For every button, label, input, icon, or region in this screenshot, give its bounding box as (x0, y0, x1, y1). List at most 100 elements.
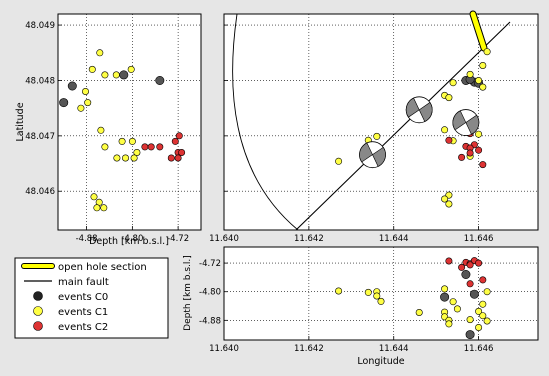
data-point-events-c1 (445, 200, 453, 208)
data-point-events-c1 (335, 287, 343, 295)
panel-longitude-depth-xlabel: Longitude (357, 356, 404, 367)
data-point-events-c1 (415, 308, 423, 316)
tick-label-y: -4.88 (199, 316, 221, 326)
legend-label-open-hole: open hole section (58, 262, 147, 273)
tick-label-x: -4.72 (167, 234, 189, 244)
data-point-events-c2 (141, 143, 149, 151)
data-point-events-c1 (77, 104, 85, 112)
legend-label-c0: events C0 (58, 292, 108, 303)
data-point-events-c1 (364, 288, 372, 296)
focal-mechanism (452, 109, 480, 136)
focal-mechanism (359, 141, 386, 169)
data-point-events-c1 (483, 48, 491, 56)
tick-label-y: 48.048 (25, 76, 55, 86)
panel-depth-latitude-xlabel: Depth [km b.s.l.] (89, 236, 169, 247)
data-point-events-c2 (479, 161, 487, 169)
data-point-events-c0 (59, 98, 69, 108)
tick-label-x: 11.642 (294, 344, 324, 354)
data-point-events-c1 (100, 204, 108, 212)
point-layer (59, 48, 491, 340)
fault-arc (232, 13, 299, 231)
data-point-events-c1 (93, 204, 101, 212)
data-point-events-c1 (475, 77, 483, 85)
data-point-events-c2 (466, 261, 474, 269)
panel-map-frame (223, 13, 539, 231)
data-point-events-c1 (449, 79, 457, 87)
panel-depth-latitude-ylabel: Latitude (15, 102, 26, 141)
data-point-events-c1 (479, 83, 487, 91)
data-point-events-c1 (475, 307, 483, 315)
focal-mechanism-quadrant (452, 110, 467, 131)
data-point-events-c1 (445, 320, 453, 328)
data-point-events-c1 (128, 137, 136, 145)
legend: open hole section main fault events C0 e… (14, 257, 169, 339)
data-point-events-c0 (440, 292, 450, 302)
tick-label-x: 11.644 (379, 344, 409, 354)
data-point-events-c2 (175, 132, 183, 140)
data-point-events-c1 (441, 195, 449, 203)
data-point-events-c2 (458, 153, 466, 161)
data-point-events-c1 (441, 126, 449, 134)
data-point-events-c1 (377, 297, 385, 305)
legend-item-c2: events C2 (33, 321, 108, 333)
data-point-events-c1 (101, 71, 109, 79)
focal-mechanism (405, 96, 433, 124)
data-point-events-c2 (171, 137, 179, 145)
data-point-events-c1 (479, 61, 487, 69)
data-point-events-c1 (335, 157, 343, 165)
data-point-events-c1 (97, 126, 105, 134)
data-point-events-c0 (461, 269, 471, 279)
data-point-events-c1 (445, 191, 453, 199)
data-point-events-c1 (453, 305, 461, 313)
data-point-events-c2 (174, 154, 182, 162)
tick-label-x: 11.642 (294, 234, 324, 244)
open-hole-section (470, 11, 487, 51)
data-point-events-c0 (119, 70, 129, 80)
tick-label-x: 11.646 (464, 344, 494, 354)
data-point-events-c1 (112, 71, 120, 79)
data-point-events-c1 (479, 300, 487, 308)
main-fault-line (295, 21, 511, 231)
legend-label-main-fault: main fault (58, 277, 109, 288)
data-point-events-c2 (147, 143, 155, 151)
data-point-events-c1 (449, 298, 457, 306)
tick-label-y: -4.72 (199, 259, 221, 269)
tick-label-x: 11.640 (209, 344, 239, 354)
tick-label-y: 48.049 (25, 21, 55, 31)
data-point-events-c0 (155, 76, 165, 86)
legend-swatch-c0 (33, 291, 43, 301)
legend-swatch-c1 (33, 306, 43, 316)
data-point-events-c1 (445, 94, 453, 102)
tick-layer: -4.88 -4.80 -4.72 48.049 48.048 48.047 48.046 1… (25, 21, 493, 354)
data-point-events-c1 (122, 154, 130, 162)
tick-label-y: 48.047 (25, 132, 55, 142)
panel-longitude-depth-frame (223, 246, 539, 341)
tick-label-y: 48.046 (25, 187, 55, 197)
focal-mechanism-quadrant (372, 146, 386, 167)
legend-swatch-c2 (33, 321, 43, 331)
focal-mechanism-quadrant (418, 102, 433, 122)
legend-label-c2: events C2 (58, 322, 108, 333)
data-point-events-c2 (475, 146, 483, 154)
data-point-events-c1 (483, 288, 491, 296)
data-point-events-c1 (130, 154, 138, 162)
data-point-events-c1 (466, 70, 474, 78)
data-point-events-c0 (67, 81, 77, 91)
data-point-events-c2 (445, 136, 453, 144)
tick-label-y: -4.80 (199, 288, 221, 298)
data-point-events-c2 (475, 259, 483, 267)
data-point-events-c2 (178, 149, 186, 157)
data-point-events-c1 (90, 193, 98, 201)
focal-mechanism-quadrant (405, 97, 420, 118)
data-point-events-c2 (167, 154, 175, 162)
data-point-events-c2 (156, 143, 164, 151)
focal-mechanism-quadrant (465, 114, 480, 135)
data-point-events-c0 (465, 330, 475, 340)
data-point-events-c1 (82, 88, 90, 96)
data-point-events-c2 (466, 149, 474, 157)
panel-depth-latitude-frame (57, 13, 202, 231)
legend-item-open-hole: open hole section (21, 262, 147, 273)
tick-label-x: 11.646 (464, 234, 494, 244)
data-point-events-c1 (133, 149, 141, 157)
data-point-events-c1 (84, 99, 92, 107)
